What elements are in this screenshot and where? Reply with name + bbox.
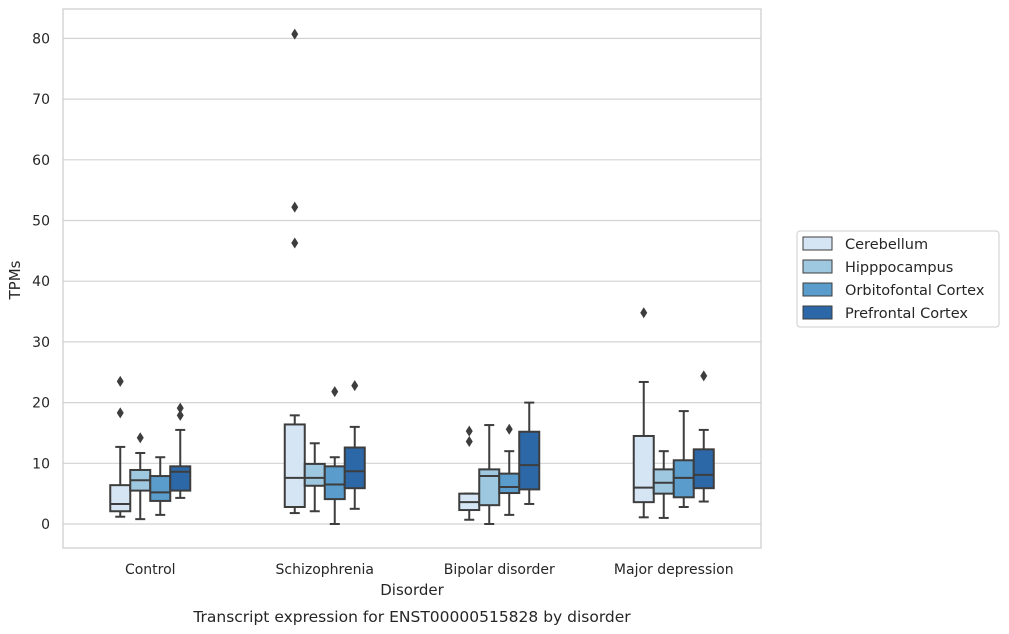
legend-swatch [802, 259, 833, 274]
box [109, 375, 132, 518]
outlier-point [291, 237, 299, 249]
box-body [343, 446, 366, 490]
y-tick-label: 60 [32, 153, 50, 169]
x-tick-label: Bipolar disorder [444, 562, 555, 578]
box [129, 432, 152, 521]
legend-label: Hipppocampus [845, 260, 953, 276]
outlier-point [176, 402, 184, 414]
y-tick-label: 50 [32, 214, 50, 230]
series-cerebellum [109, 28, 655, 521]
outlier-point [176, 409, 184, 421]
box-body [478, 468, 501, 507]
box [632, 307, 655, 519]
box-body [518, 430, 541, 491]
legend-label: Orbitofontal Cortex [845, 283, 985, 299]
box [498, 423, 521, 516]
y-tick-label: 40 [32, 274, 50, 290]
legend-frame [796, 230, 1000, 328]
outlier-point [465, 425, 473, 437]
outlier-point [465, 435, 473, 447]
legend-label: Prefrontal Cortex [845, 306, 968, 322]
outlier-point [291, 201, 299, 213]
box [169, 402, 192, 499]
x-tick-label: Major depression [614, 562, 734, 578]
box-body [149, 475, 172, 502]
box-body [652, 468, 675, 495]
outlier-point [136, 432, 144, 444]
box-series [109, 28, 715, 525]
box-body [109, 484, 132, 513]
y-tick-label: 10 [32, 456, 50, 472]
box [343, 380, 366, 510]
x-axis-ticks: Control Schizophrenia Bipolar disorder Majo… [125, 562, 734, 578]
box-body [283, 423, 306, 509]
x-axis-label: Disorder [380, 581, 444, 599]
series-hipppocampus [129, 424, 675, 525]
box [692, 370, 715, 503]
box [283, 28, 306, 515]
y-tick-label: 30 [32, 335, 50, 351]
outlier-point [116, 407, 124, 419]
legend-label: Cerebellum [845, 237, 928, 253]
box-body [323, 465, 346, 501]
y-axis-label: TPMs [6, 260, 24, 300]
box [518, 401, 541, 505]
legend-swatch [802, 305, 833, 320]
series-prefrontal-cortex [169, 370, 715, 510]
outlier-point [351, 380, 359, 392]
gridlines [63, 37, 761, 525]
legend-swatch [802, 282, 833, 297]
plot-area-frame [62, 8, 762, 549]
box-body [303, 462, 326, 487]
legend-swatch [802, 236, 833, 251]
legend: Cerebellum Hipppocampus Orbitofontal Corte… [796, 230, 1000, 328]
box-body [692, 448, 715, 490]
outlier-point [640, 307, 648, 319]
outlier-point [505, 423, 513, 435]
y-tick-label: 70 [32, 92, 50, 108]
outlier-point [291, 28, 299, 40]
outlier-point [116, 375, 124, 387]
x-tick-label: Schizophrenia [276, 562, 374, 578]
chart-caption: Transcript expression for ENST0000051582… [192, 608, 631, 626]
y-tick-label: 0 [41, 517, 50, 533]
outlier-point [700, 370, 708, 382]
box-body [632, 434, 655, 504]
y-tick-label: 80 [32, 31, 50, 47]
y-axis-ticks: 0 10 20 30 40 50 60 70 80 [32, 31, 50, 533]
x-tick-label: Control [125, 562, 176, 578]
box-body [498, 472, 521, 495]
outlier-point [331, 386, 339, 398]
y-tick-label: 20 [32, 396, 50, 412]
box-body [169, 465, 192, 492]
box [303, 442, 326, 513]
